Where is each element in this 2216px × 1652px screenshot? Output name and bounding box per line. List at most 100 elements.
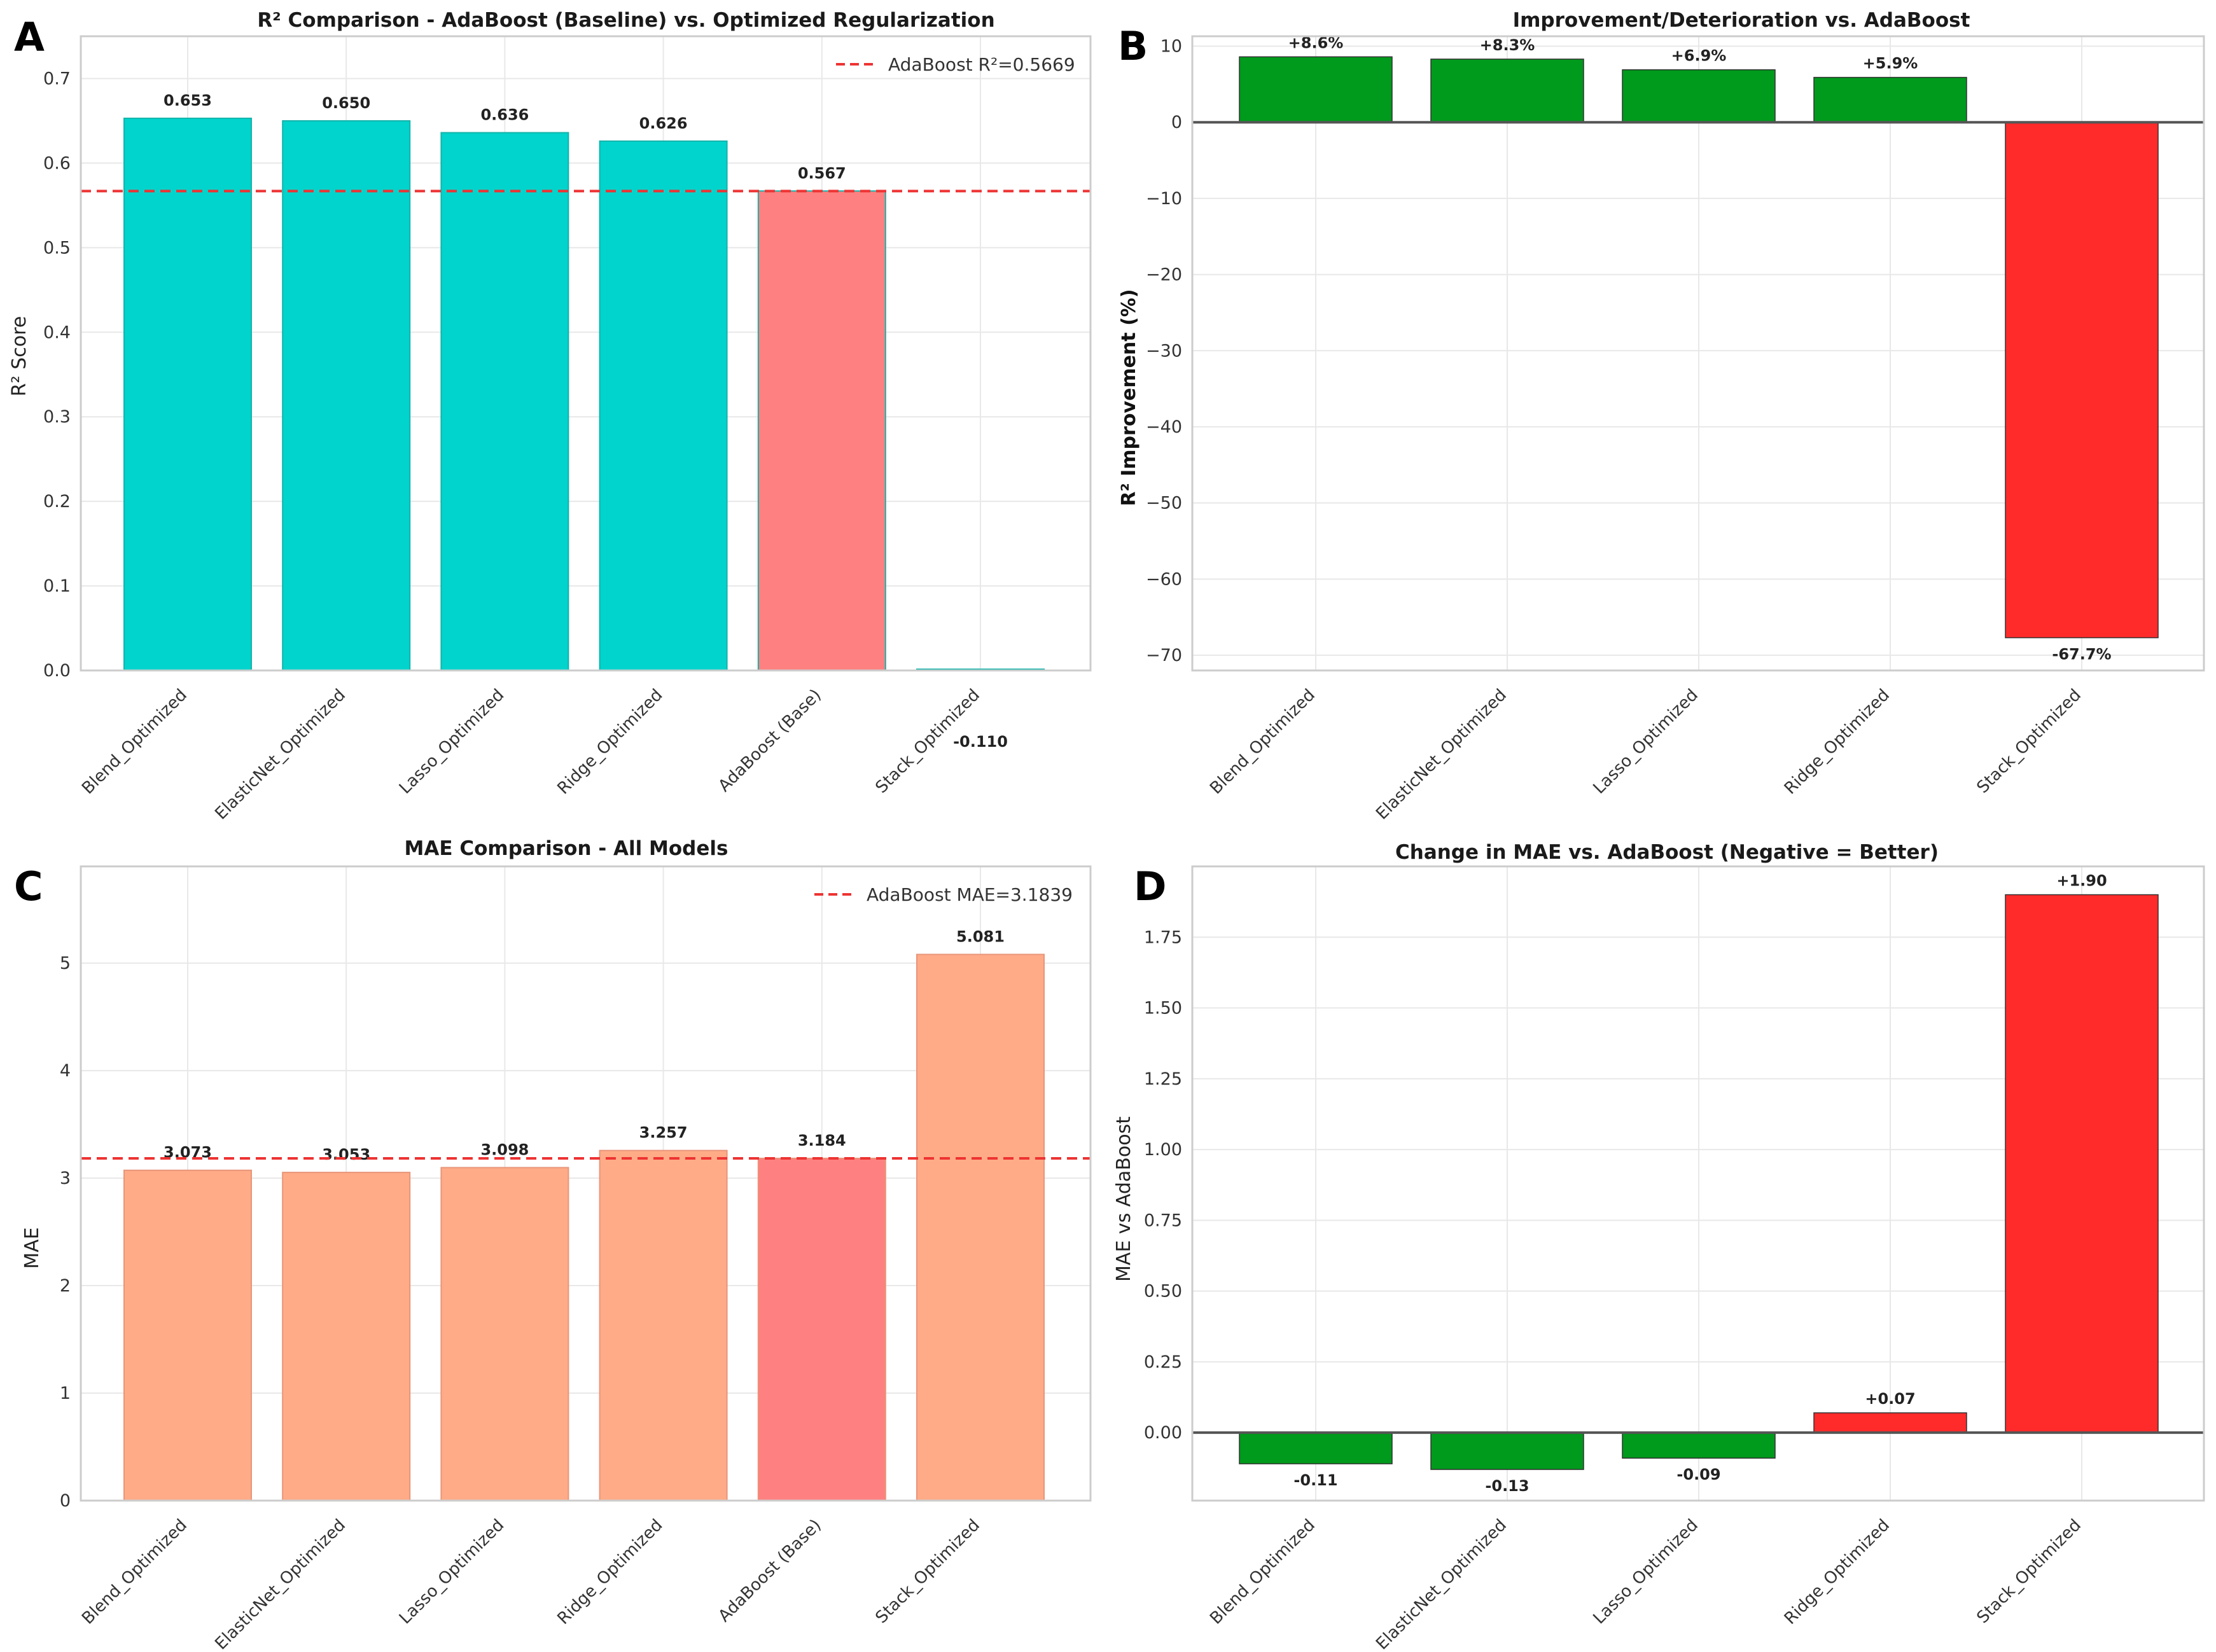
panel-b-bar <box>1622 69 1776 123</box>
panel-letter-a: A <box>14 14 45 60</box>
panel-d-ytick-label: 1.00 <box>1144 1140 1182 1160</box>
panel-a-legend: AdaBoost R²=0.5669 <box>836 54 1075 75</box>
panel-c-bar <box>440 1167 569 1501</box>
panel-letter-b: B <box>1118 23 1148 69</box>
panel-d-xtick-label: Ridge_Optimized <box>1781 1516 1893 1628</box>
panel-a-legend-label: AdaBoost R²=0.5669 <box>888 54 1075 75</box>
panel-a-xtick-label: Blend_Optimized <box>78 686 191 798</box>
panel-a-data-label: -0.110 <box>953 733 1008 751</box>
panel-c-data-label: 5.081 <box>956 927 1005 945</box>
panel-c-xtick-label: Blend_Optimized <box>78 1516 191 1628</box>
panel-d-data-label: -0.11 <box>1293 1471 1337 1489</box>
panel-b-xtick-label: Lasso_Optimized <box>1590 686 1702 798</box>
panel-d-xtick-label: Blend_Optimized <box>1206 1516 1319 1628</box>
panel-c-legend: AdaBoost MAE=3.1839 <box>814 884 1073 905</box>
panel-b-bar <box>1813 76 1967 123</box>
panel-a-bar <box>599 140 728 671</box>
panel-a-r2-comparison: A R² Comparison - AdaBoost (Baseline) vs… <box>8 9 1092 824</box>
panel-c-frame <box>80 865 1092 1502</box>
panel-d-data-label: -0.13 <box>1485 1477 1529 1495</box>
panel-a-data-label: 0.626 <box>639 115 688 132</box>
panel-a-data-label: 0.636 <box>480 106 529 124</box>
panel-d-bar <box>1239 1432 1393 1464</box>
panel-a-ytick-label: 0.7 <box>43 69 71 88</box>
panel-b-ytick-label: −70 <box>1146 646 1182 665</box>
panel-b-xtick-label: Ridge_Optimized <box>1781 686 1893 798</box>
panel-a-ytick-label: 0.4 <box>43 323 71 342</box>
panel-d-xtick-label: ElasticNet_Optimized <box>1372 1516 1510 1652</box>
panel-d-yticks: 0.00 0.25 0.50 0.75 1.00 1.25 1.50 1.75 <box>1144 927 1182 1443</box>
panel-b-r2-improvement: B Improvement/Deterioration vs. AdaBoost… <box>1118 9 2205 824</box>
panel-c-ylabel: MAE <box>21 1227 43 1268</box>
panel-c-ytick-label: 0 <box>60 1491 71 1511</box>
panel-a-ytick-label: 0.5 <box>43 238 71 258</box>
panel-c-bar <box>916 954 1045 1501</box>
panel-b-xtick-label: Blend_Optimized <box>1206 686 1319 798</box>
panel-c-legend-label: AdaBoost MAE=3.1839 <box>867 884 1073 905</box>
panel-a-xtick-label: AdaBoost (Base) <box>714 686 825 796</box>
panel-c-xtick-label: ElasticNet_Optimized <box>211 1516 349 1652</box>
panel-d-data-label: +1.90 <box>2056 872 2107 890</box>
panel-c-mae-comparison: C MAE Comparison - All Models MAE 3.073 3… <box>14 837 1092 1652</box>
panel-d-bar <box>2005 894 2159 1433</box>
panel-a-frame <box>80 35 1092 672</box>
panel-a-title: R² Comparison - AdaBoost (Baseline) vs. … <box>257 9 994 32</box>
panel-b-ytick-label: 10 <box>1160 37 1182 57</box>
panel-c-xtick-label: Ridge_Optimized <box>554 1516 666 1628</box>
panel-b-ytick-label: −10 <box>1146 189 1182 209</box>
panel-b-frame <box>1191 35 2205 672</box>
panel-d-bar <box>1430 1432 1584 1470</box>
panel-c-bar <box>757 1157 886 1502</box>
panel-a-xticks: Blend_Optimized ElasticNet_Optimized Lasso… <box>78 686 984 824</box>
panel-c-xtick-label: Lasso_Optimized <box>396 1516 508 1628</box>
panel-d-bars: -0.11 -0.13 -0.09 +0.07 +1.90 <box>1239 872 2159 1495</box>
panel-b-data-label: +6.9% <box>1671 47 1727 65</box>
panel-b-ylabel: R² Improvement (%) <box>1118 289 1140 506</box>
panel-d-xticks: Blend_Optimized ElasticNet_Optimized Lasso… <box>1206 1516 2085 1652</box>
panel-a-ytick-label: 0.1 <box>43 576 71 596</box>
panel-a-ytick-label: 0.2 <box>43 492 71 511</box>
panel-d-ytick-label: 0.25 <box>1144 1352 1182 1372</box>
panel-c-ytick-label: 5 <box>60 954 71 973</box>
panel-d-ytick-label: 0.75 <box>1144 1211 1182 1230</box>
panel-a-data-label: 0.650 <box>322 94 370 112</box>
panel-b-bar <box>1239 56 1393 123</box>
panel-c-ytick-label: 3 <box>60 1169 71 1188</box>
panel-d-data-label: -0.09 <box>1676 1466 1720 1483</box>
panel-a-ytick-label: 0.0 <box>43 661 71 681</box>
panel-d-ylabel: MAE vs AdaBoost <box>1113 1116 1135 1282</box>
panel-a-bar <box>282 120 411 671</box>
panel-c-bar <box>282 1172 411 1501</box>
panel-c-ytick-label: 1 <box>60 1384 71 1403</box>
panel-c-xtick-label: AdaBoost (Base) <box>714 1516 825 1626</box>
panel-b-bar <box>2005 121 2159 639</box>
panel-c-title: MAE Comparison - All Models <box>405 837 728 860</box>
panel-b-ytick-label: 0 <box>1171 113 1182 132</box>
panel-b-title: Improvement/Deterioration vs. AdaBoost <box>1513 9 1970 32</box>
panel-a-bar <box>440 132 569 671</box>
panel-b-data-label: -67.7% <box>2052 646 2111 663</box>
panel-c-xticks: Blend_Optimized ElasticNet_Optimized Lasso… <box>78 1516 984 1652</box>
panel-c-bars: 3.073 3.053 3.098 3.257 3.184 5.081 <box>123 927 1045 1502</box>
panel-b-ytick-label: −50 <box>1146 494 1182 513</box>
panel-a-data-label: 0.567 <box>798 164 846 182</box>
panel-a-bar <box>757 190 886 671</box>
panel-a-ytick-label: 0.3 <box>43 407 71 427</box>
panel-b-xticks: Blend_Optimized ElasticNet_Optimized Lasso… <box>1206 686 2085 824</box>
panel-a-xtick-label: ElasticNet_Optimized <box>211 686 349 824</box>
panel-b-xtick-label: ElasticNet_Optimized <box>1372 686 1510 824</box>
panel-a-xtick-label: Ridge_Optimized <box>554 686 666 798</box>
panel-c-data-label: 3.073 <box>164 1144 212 1162</box>
panel-b-yticks: 10 0 −10 −20 −30 −40 −50 −60 −70 <box>1146 37 1182 666</box>
panel-c-data-label: 3.098 <box>480 1141 529 1158</box>
panel-c-ytick-label: 2 <box>60 1276 71 1296</box>
panel-d-bar <box>1622 1432 1776 1459</box>
panel-b-ytick-label: −40 <box>1146 417 1182 437</box>
panel-d-ytick-label: 1.25 <box>1144 1069 1182 1089</box>
panel-c-data-label: 3.257 <box>639 1124 688 1142</box>
panel-a-ylabel: R² Score <box>8 316 31 396</box>
panel-d-mae-change: D Change in MAE vs. AdaBoost (Negative =… <box>1113 841 2205 1652</box>
panel-b-xtick-label: Stack_Optimized <box>1974 686 2085 797</box>
panel-a-yticks: 0.0 0.1 0.2 0.3 0.4 0.5 0.6 0.7 <box>43 69 71 681</box>
